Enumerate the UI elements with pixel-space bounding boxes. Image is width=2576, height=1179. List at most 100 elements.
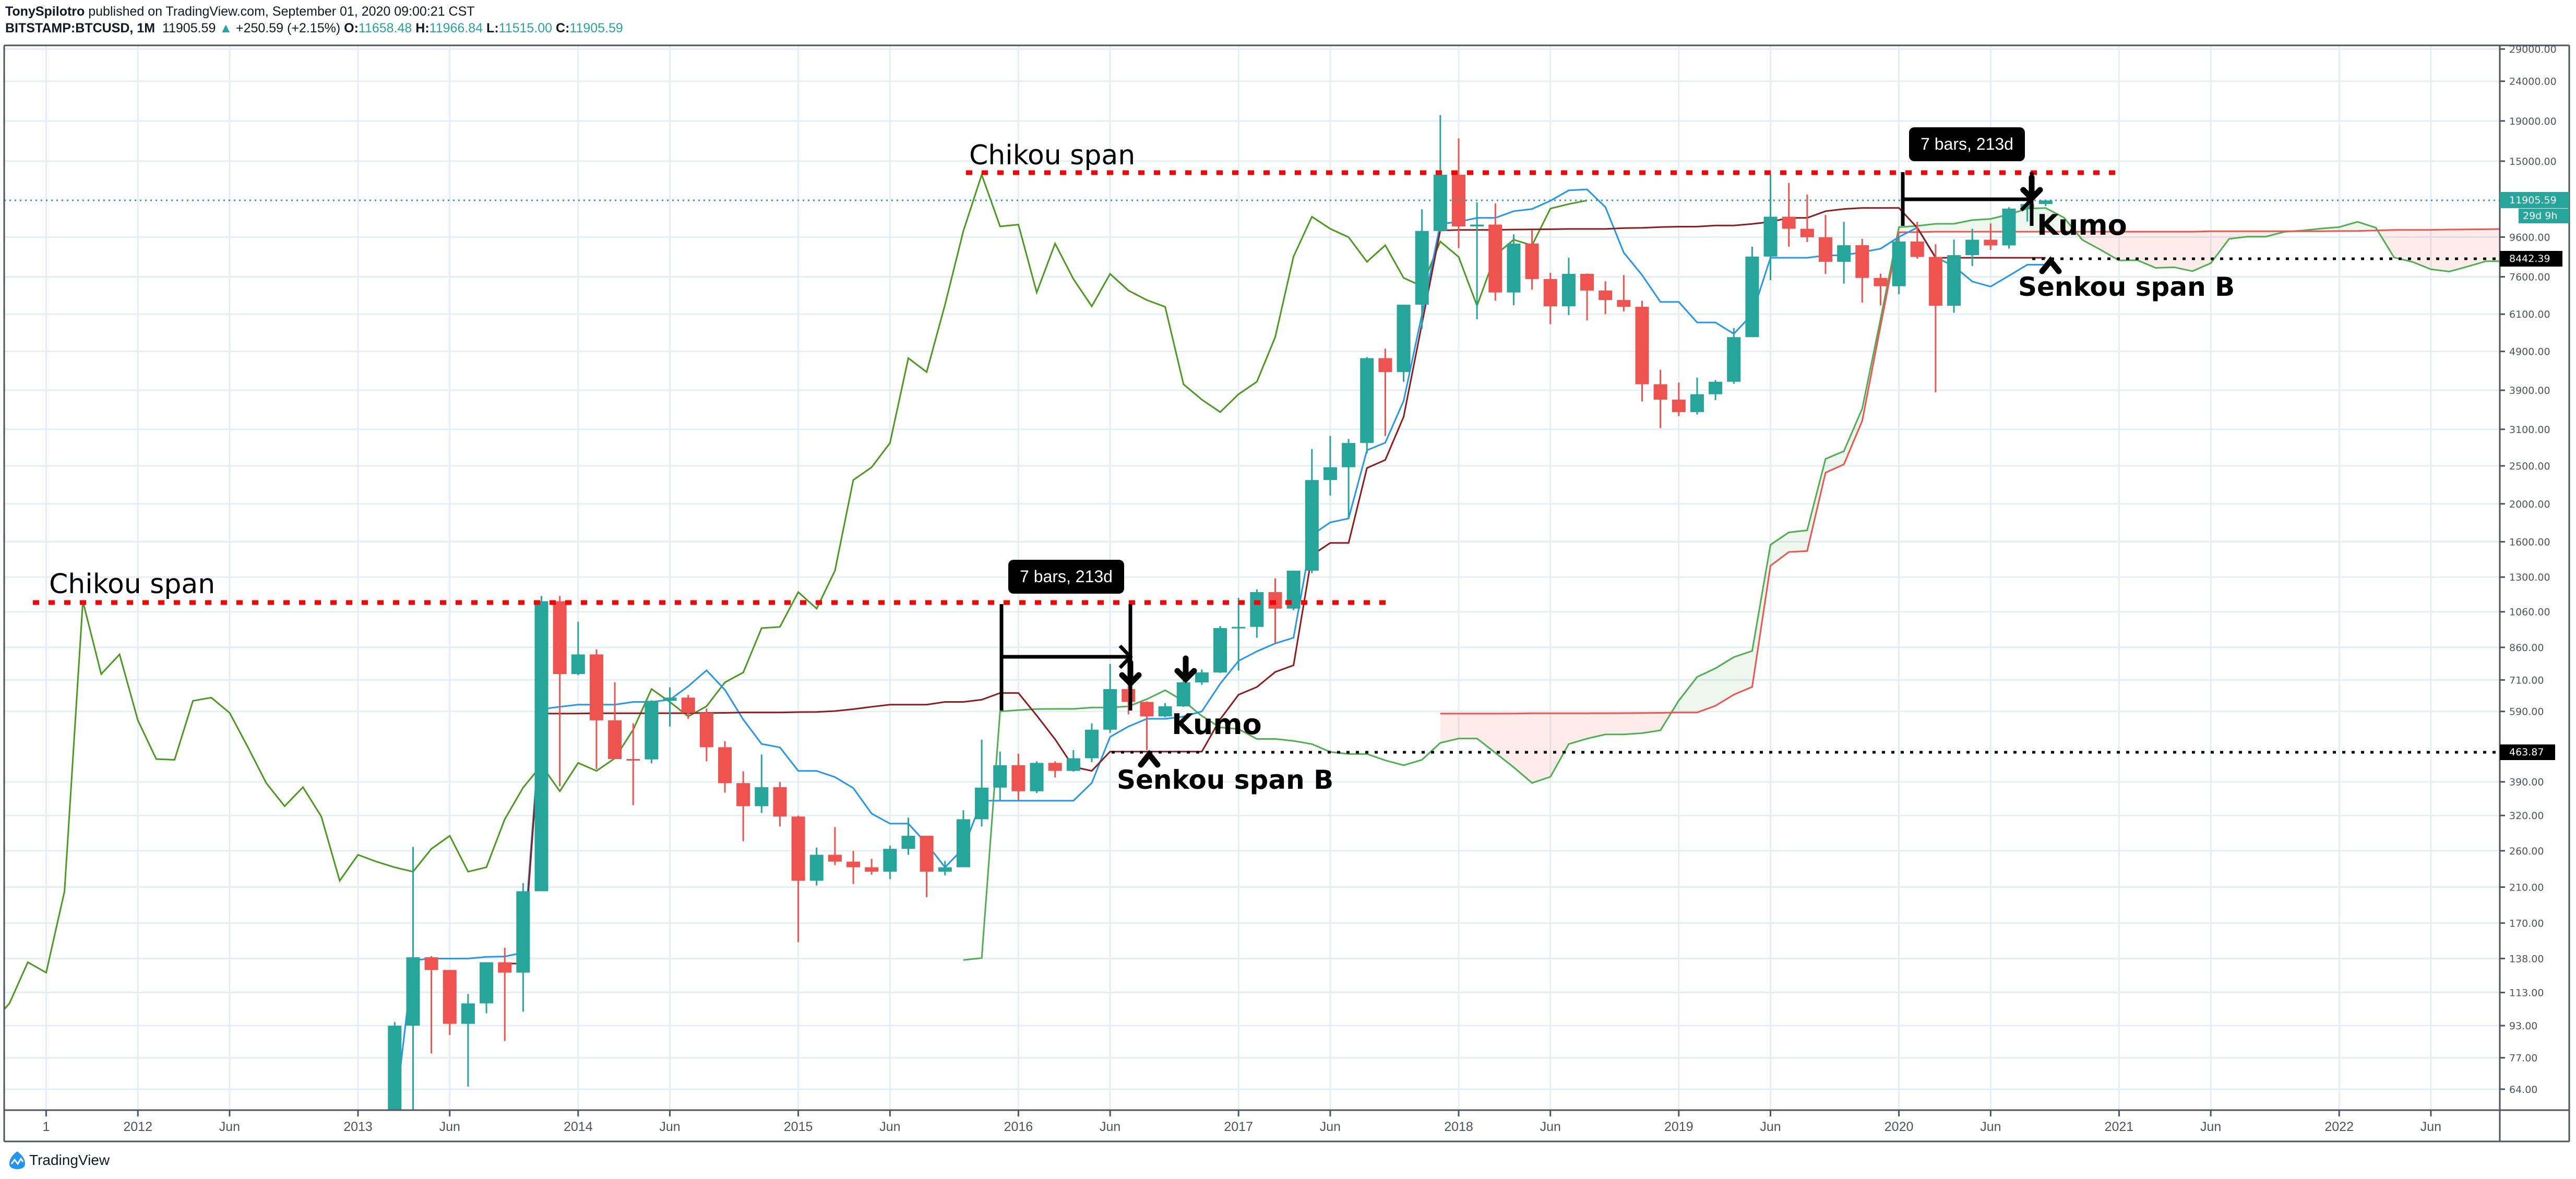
candle-down [1011, 765, 1025, 791]
candle-up [1507, 243, 1521, 293]
price-change: +250.59 (+2.15%) [236, 21, 341, 35]
tradingview-logo-icon [9, 1151, 25, 1169]
price-tick-label: 77.00 [2509, 1053, 2537, 1064]
candle-up [1323, 467, 1337, 480]
ichimoku-lines [4, 172, 2500, 1110]
price-tick-label: 64.00 [2509, 1084, 2537, 1096]
candle-up [1745, 256, 1759, 338]
candle-down [681, 697, 695, 713]
date-range-measure-1[interactable] [999, 604, 1133, 711]
candle-down [699, 713, 713, 748]
price-tick-label: 4900.00 [2509, 346, 2550, 358]
down-arrow-icon [1119, 659, 1142, 688]
candle-down [1580, 274, 1594, 291]
high-label: H: [415, 21, 430, 35]
candle-down [1984, 239, 1998, 246]
candle-up [406, 957, 420, 1026]
close-value: 11905.59 [569, 21, 623, 35]
chikou-span-label-1[interactable]: Chikou span [49, 569, 216, 600]
time-tick-label: 2020 [1885, 1120, 1914, 1134]
candle-up [938, 867, 952, 872]
candle-up [480, 962, 494, 1004]
candle-up [901, 836, 915, 849]
cloud-segment [1605, 713, 1624, 735]
candle-up [1561, 274, 1576, 307]
candle-up [1103, 689, 1117, 730]
tenkan-sen-line [395, 188, 2046, 1110]
cloud-segment [1734, 651, 1752, 695]
kumo-label-2[interactable]: Kumo [2037, 209, 2127, 242]
candle-up [1837, 245, 1851, 262]
cloud-segment [1495, 713, 1514, 767]
candle-up [241, 1116, 255, 1118]
time-tick-label: Jun [2420, 1120, 2441, 1134]
candle-up [1066, 758, 1080, 771]
candle-up [113, 1116, 126, 1118]
candle-down [846, 861, 861, 868]
cloud-segment [1697, 668, 1716, 713]
candle-down [296, 1116, 310, 1118]
candle-down [424, 957, 438, 970]
last-price: 11905.59 [162, 21, 216, 35]
candle-down [736, 783, 750, 807]
price-tick-label: 170.00 [2509, 918, 2544, 929]
candle-up [534, 601, 548, 892]
up-chevron-icon [2039, 256, 2062, 274]
chikou-span-label-2[interactable]: Chikou span [969, 140, 1136, 171]
senkou-span-b-label-2[interactable]: Senkou span B [2018, 272, 2235, 302]
cloud-segment [2045, 208, 2064, 232]
price-tick-label: 93.00 [2509, 1020, 2537, 1032]
candle-up [1965, 239, 1979, 256]
cloud-segment [1715, 657, 1734, 706]
author-name[interactable]: TonySpilotro [5, 4, 85, 19]
cloud-segment [2211, 231, 2229, 263]
candle-up [956, 819, 970, 868]
candle-up [645, 701, 659, 760]
cloud-segment [1844, 408, 1863, 465]
candle-down [608, 720, 622, 759]
price-tick-label: 7600.00 [2509, 272, 2550, 283]
time-tick-label: Jun [1100, 1120, 1120, 1134]
price-tick-label: 15000.00 [2509, 156, 2557, 167]
cloud-segment [1788, 530, 1807, 552]
tradingview-logo[interactable]: TradingView [8, 1150, 110, 1170]
candle-down [498, 962, 512, 973]
cloud-segment [2412, 230, 2431, 270]
candle-up [333, 1116, 347, 1118]
down-arrow-icon [2020, 174, 2043, 202]
candle-down [1543, 279, 1557, 307]
time-tick-label: Jun [1320, 1120, 1341, 1134]
senkou-span-b-label-1[interactable]: Senkou span B [1117, 765, 1334, 795]
price-tick-label: 210.00 [2509, 882, 2544, 894]
candle-down [1599, 290, 1613, 300]
price-tick-label: 29000.00 [2509, 44, 2557, 55]
candle-up [516, 891, 530, 973]
price-tick-label: 710.00 [2509, 675, 2544, 686]
candle-down [589, 654, 603, 720]
time-axis[interactable]: 1 2012 Jun 2013 Jun 2014 Jun 2015 Jun 2016 Jun 2017… [42, 1110, 2441, 1134]
candle-down [1452, 174, 1465, 227]
cloud-segment [1624, 713, 1642, 735]
time-tick-label: 2012 [123, 1120, 152, 1134]
candle-down [791, 816, 805, 881]
price-tick-label: 1300.00 [2509, 572, 2550, 583]
candle-down [1874, 278, 1888, 286]
candle-down [58, 1116, 71, 1118]
time-tick-label: 2022 [2324, 1120, 2354, 1134]
time-tick-label: Jun [2200, 1120, 2221, 1134]
low-label: L: [486, 21, 499, 35]
candle-down [1855, 245, 1869, 278]
candle-up [1195, 672, 1209, 683]
candle-up [1360, 358, 1374, 443]
candle-up [461, 1003, 475, 1024]
candle-up [571, 654, 585, 675]
candle-up [131, 1116, 145, 1118]
candle-down [94, 1116, 108, 1118]
kumo-label-1[interactable]: Kumo [1172, 708, 1262, 741]
candle-down [1635, 307, 1649, 384]
open-label: O: [344, 21, 359, 35]
price-axis[interactable]: 29000.00 24000.00 19000.00 15000.00 9600.00 7… [2500, 44, 2557, 1096]
candle-up [205, 1116, 218, 1118]
cloud-segment [2449, 229, 2468, 272]
